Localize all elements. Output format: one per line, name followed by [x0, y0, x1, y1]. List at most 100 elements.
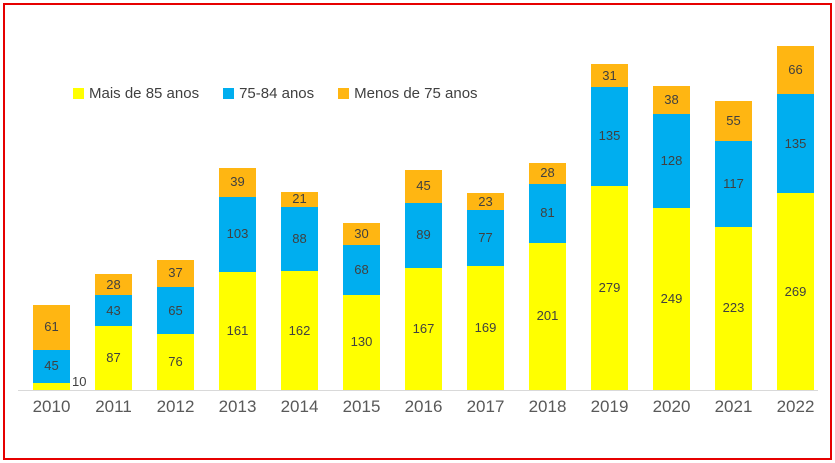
x-axis-tick: 2021 [714, 397, 753, 416]
legend-label: Menos de 75 anos [354, 85, 478, 102]
data-label: 45 [416, 178, 431, 194]
data-label: 167 [412, 320, 435, 336]
data-label: 201 [536, 308, 559, 324]
bar-segment [467, 209, 504, 267]
legend-label: 75-84 anos [239, 85, 315, 102]
data-label: 43 [106, 302, 121, 318]
bar-segment [33, 382, 70, 390]
bar-segment [653, 114, 690, 208]
bar-segment [715, 226, 752, 390]
bar-segment [777, 94, 814, 194]
bar-segment [95, 294, 132, 327]
legend-swatch [338, 88, 350, 99]
data-label: 135 [598, 128, 621, 144]
bar-segment [219, 168, 256, 197]
bar-segment [405, 267, 442, 390]
bar-segment [715, 141, 752, 227]
bar-segment [591, 185, 628, 390]
legend-label: Mais de 85 anos [89, 85, 200, 102]
legend-item-menos-de-75: Menos de 75 anos [338, 85, 478, 102]
data-label: 81 [540, 205, 555, 221]
data-label: 128 [660, 152, 683, 168]
bar-segment [157, 334, 194, 390]
x-axis-tick: 2018 [528, 397, 567, 416]
bar-segment [157, 286, 194, 335]
data-label: 30 [354, 226, 369, 242]
bar-segment [653, 207, 690, 390]
legend-item-mais-de-85: Mais de 85 anos [73, 85, 199, 102]
data-label: 130 [350, 334, 373, 350]
data-label: 21 [292, 191, 307, 207]
x-axis-tick: 2012 [156, 397, 195, 416]
data-label: 37 [168, 265, 183, 281]
data-label: 28 [106, 276, 121, 292]
data-label: 23 [478, 193, 493, 209]
x-axis-tick: 2015 [342, 397, 381, 416]
bar-segment [157, 259, 194, 287]
data-label: 10 [72, 374, 87, 390]
bar-segment [343, 223, 380, 246]
bar-segment [653, 86, 690, 115]
x-axis-tick: 2017 [466, 397, 505, 416]
data-label: 31 [602, 67, 617, 83]
bar-segment [343, 294, 380, 390]
x-axis-tick: 2013 [218, 397, 257, 416]
data-label: 162 [288, 322, 311, 338]
data-label: 28 [540, 165, 555, 181]
x-axis-tick: 2010 [32, 397, 71, 416]
bar-segment [281, 191, 318, 207]
x-axis-tick: 2016 [404, 397, 443, 416]
x-axis-tick: 2022 [776, 397, 815, 416]
bar-segment [405, 169, 442, 203]
data-label: 135 [784, 135, 807, 151]
bar-segment [715, 100, 752, 142]
data-label: 76 [168, 354, 183, 370]
data-label: 45 [44, 358, 59, 374]
data-label: 223 [722, 300, 745, 316]
bar-segment [591, 64, 628, 87]
bar-segment [405, 202, 442, 268]
x-axis-tick: 2011 [95, 397, 132, 416]
chart-legend: Mais de 85 anos 75-84 anos Menos de 75 a… [73, 85, 478, 102]
legend-item-75-84: 75-84 anos [223, 85, 314, 102]
bar-segment [33, 349, 70, 383]
data-label: 169 [474, 320, 497, 336]
bar-segment [281, 207, 318, 272]
data-label: 117 [723, 175, 744, 191]
x-axis-tick: 2020 [652, 397, 691, 416]
bar-segment [591, 86, 628, 186]
data-label: 39 [230, 174, 245, 190]
x-axis-tick: 2014 [280, 397, 319, 416]
data-label: 77 [478, 230, 493, 246]
data-label: 55 [726, 112, 741, 128]
bar-segment [467, 193, 504, 210]
data-label: 87 [106, 350, 121, 366]
bar-segment [777, 45, 814, 95]
chart-frame: Mais de 85 anos 75-84 anos Menos de 75 a… [3, 3, 832, 460]
bar-segment [95, 326, 132, 390]
data-label: 68 [354, 261, 369, 277]
bar-segment [467, 266, 504, 390]
data-label: 279 [598, 279, 621, 295]
data-label: 269 [784, 283, 807, 299]
x-axis-line [18, 390, 818, 391]
bar-segment [529, 163, 566, 184]
bar-segment [529, 183, 566, 243]
bar-segment [219, 196, 256, 273]
data-label: 65 [168, 302, 183, 318]
bar-segment [343, 245, 380, 295]
bar-segment [219, 272, 256, 390]
data-label: 61 [44, 319, 59, 335]
data-label: 161 [226, 323, 249, 339]
data-label: 66 [788, 62, 803, 78]
data-label: 89 [416, 227, 431, 243]
legend-swatch [73, 88, 84, 99]
data-label: 88 [292, 231, 307, 247]
data-label: 103 [226, 226, 249, 242]
legend-swatch [223, 88, 235, 99]
bar-segment [95, 274, 132, 295]
data-label: 249 [660, 290, 683, 306]
data-label: 38 [664, 92, 679, 108]
plot-area: 10 45 61 2010 87 43 28 2011 76 65 37 2012 161 103 39 20… [5, 5, 830, 458]
